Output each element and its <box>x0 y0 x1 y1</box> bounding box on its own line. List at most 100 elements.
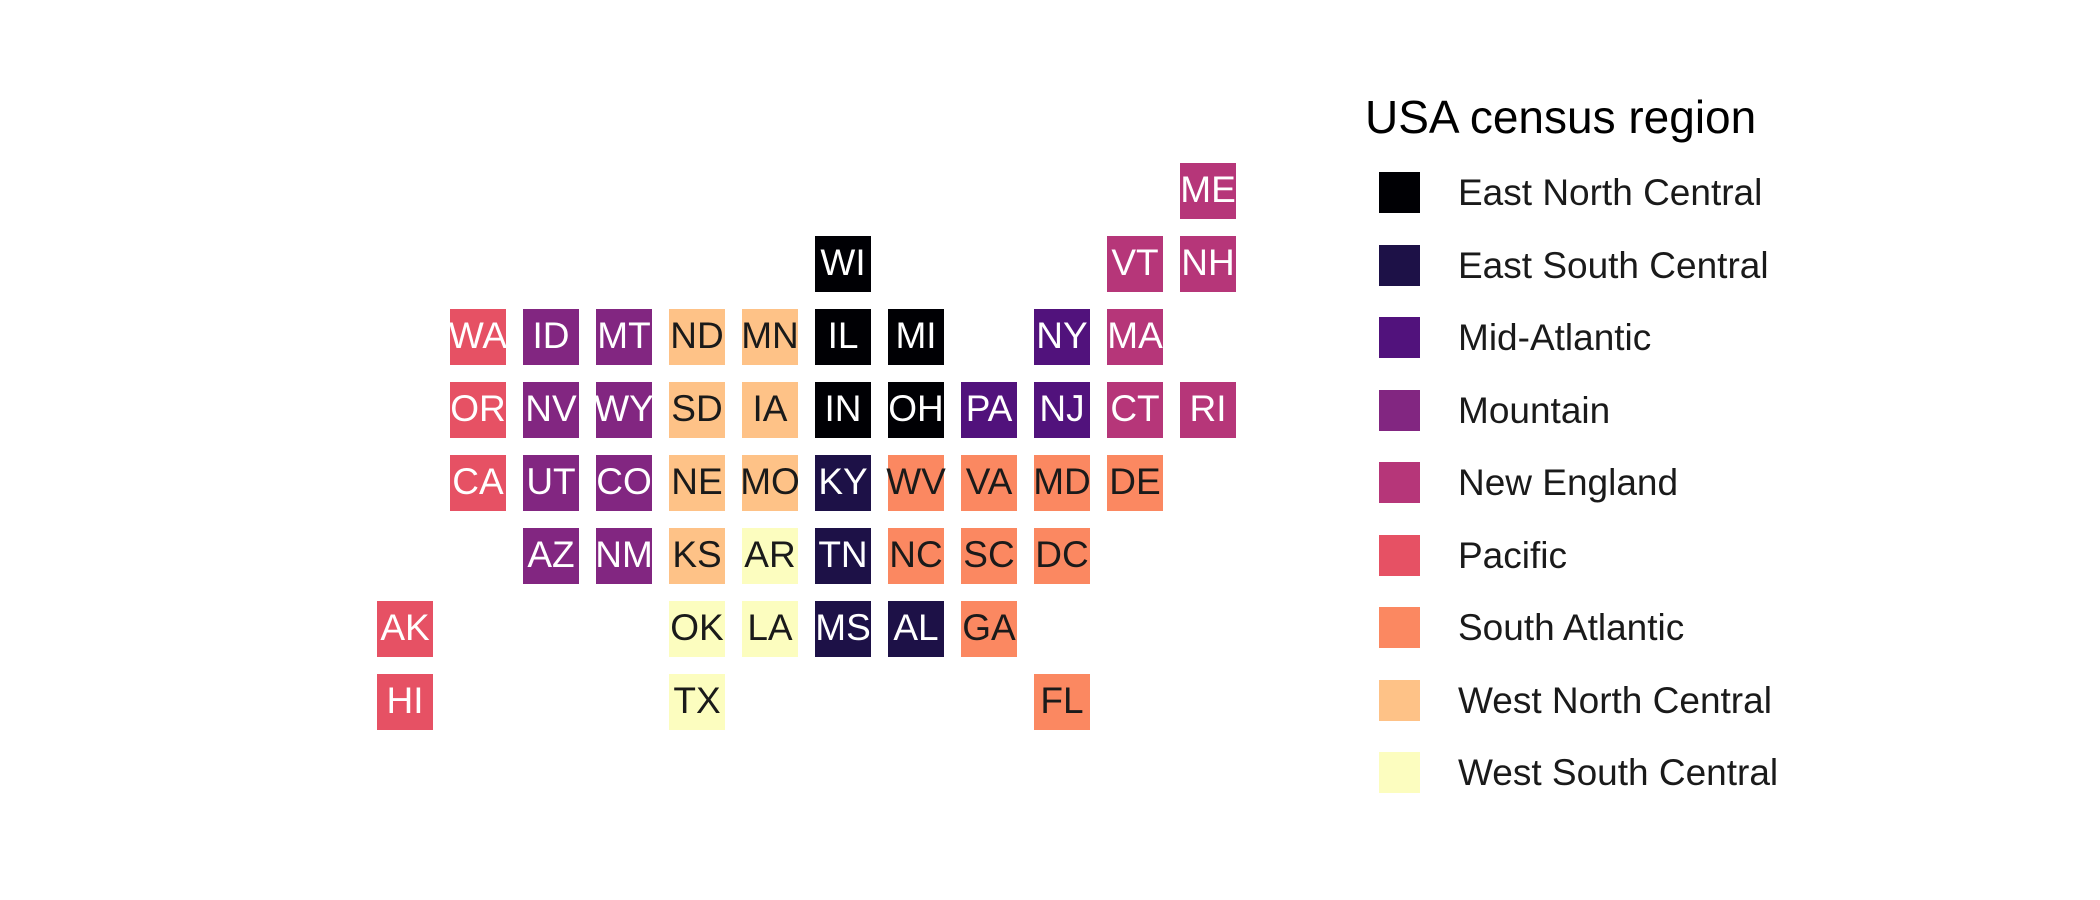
state-tile-rect <box>815 455 871 511</box>
state-label: UT <box>526 461 575 502</box>
state-label: OH <box>888 388 944 429</box>
state-label: NE <box>671 461 722 502</box>
state-tile-oh: OH <box>888 382 944 438</box>
state-tile-nh: NH <box>1180 236 1236 292</box>
state-label: CO <box>596 461 652 502</box>
state-tile-rect <box>961 455 1017 511</box>
state-tile-nd: ND <box>669 309 725 365</box>
legend-label: Mid-Atlantic <box>1458 317 1652 358</box>
state-tile-rect <box>377 601 433 657</box>
state-label: ID <box>533 315 570 356</box>
state-tile-rect <box>888 601 944 657</box>
legend-item: Pacific <box>1365 524 2085 597</box>
state-tile-al: AL <box>888 601 944 657</box>
state-label: OK <box>670 607 724 648</box>
legend-label: New England <box>1458 462 1679 503</box>
state-tile-rect <box>742 309 798 365</box>
state-tile-rect <box>815 382 871 438</box>
state-tile-ne: NE <box>669 455 725 511</box>
legend-item: West South Central <box>1365 741 2085 814</box>
state-label: GA <box>962 607 1016 648</box>
state-label: MI <box>895 315 936 356</box>
state-tile-rect <box>1107 455 1163 511</box>
legend-color-key <box>1379 317 1420 358</box>
state-tile-rect <box>669 674 725 730</box>
state-tile-rect <box>742 601 798 657</box>
state-tile-hi: HI <box>377 674 433 730</box>
state-label: SC <box>963 534 1014 575</box>
legend-color-key <box>1379 172 1420 213</box>
state-tile-dc: DC <box>1034 528 1090 584</box>
state-label: IN <box>825 388 862 429</box>
state-tile-rect <box>669 382 725 438</box>
state-tile-rect <box>596 382 652 438</box>
state-tile-tx: TX <box>669 674 725 730</box>
legend-color-key <box>1379 462 1420 503</box>
state-tile-sc: SC <box>961 528 1017 584</box>
state-tile-rect <box>961 382 1017 438</box>
state-tile-ri: RI <box>1180 382 1236 438</box>
state-tile-rect <box>523 382 579 438</box>
state-tile-ia: IA <box>742 382 798 438</box>
state-tile-rect <box>1034 309 1090 365</box>
state-label: DC <box>1035 534 1088 575</box>
state-tile-vt: VT <box>1107 236 1163 292</box>
state-tile-nv: NV <box>523 382 579 438</box>
state-tile-rect <box>669 601 725 657</box>
state-tile-ma: MA <box>1107 309 1163 365</box>
state-tile-rect <box>450 382 506 438</box>
state-label: IL <box>828 315 859 356</box>
legend-item: South Atlantic <box>1365 596 2085 669</box>
state-label: RI <box>1190 388 1227 429</box>
state-tile-tn: TN <box>815 528 871 584</box>
state-tile-rect <box>669 455 725 511</box>
state-tile-rect <box>961 601 1017 657</box>
state-tile-nm: NM <box>595 528 653 584</box>
state-tile-rect <box>1180 163 1236 219</box>
state-label: WY <box>594 388 654 429</box>
state-tile-in: IN <box>815 382 871 438</box>
state-tile-rect <box>1034 674 1090 730</box>
legend-color-key <box>1379 607 1420 648</box>
state-tile-wv: WV <box>886 455 946 511</box>
state-tile-rect <box>523 455 579 511</box>
state-tile-rect <box>888 382 944 438</box>
state-tile-mi: MI <box>888 309 944 365</box>
legend-items: East North Central East South Central Mid-… <box>1365 161 2085 814</box>
state-label: WV <box>886 461 946 502</box>
state-tile-rect <box>596 309 652 365</box>
state-tile-ca: CA <box>450 455 506 511</box>
legend-label: South Atlantic <box>1458 607 1685 648</box>
state-tile-wi: WI <box>815 236 871 292</box>
legend-color-key <box>1379 752 1420 793</box>
state-tile-de: DE <box>1107 455 1163 511</box>
legend-label: East North Central <box>1458 172 1763 213</box>
state-label: NJ <box>1039 388 1084 429</box>
state-tile-rect <box>596 455 652 511</box>
state-tile-az: AZ <box>523 528 579 584</box>
state-label: CT <box>1110 388 1159 429</box>
state-label: FL <box>1040 680 1083 721</box>
state-tile-ks: KS <box>669 528 725 584</box>
state-tile-wy: WY <box>594 382 654 438</box>
state-tile-rect <box>1107 309 1163 365</box>
legend: USA census region East North Central East… <box>1365 80 2085 814</box>
state-label: KS <box>672 534 721 575</box>
state-tile-rect <box>815 309 871 365</box>
state-tile-sd: SD <box>669 382 725 438</box>
state-label: LA <box>747 607 793 648</box>
legend-item: Mountain <box>1365 379 2085 452</box>
state-label: NH <box>1181 242 1234 283</box>
legend-color-key <box>1379 534 1420 576</box>
legend-item: Mid-Atlantic <box>1365 306 2085 379</box>
state-label: MO <box>740 461 800 502</box>
state-label: NV <box>525 388 577 429</box>
state-tile-rect <box>1180 236 1236 292</box>
state-label: ME <box>1180 169 1236 210</box>
state-tile-ok: OK <box>669 601 725 657</box>
state-tile-me: ME <box>1180 163 1236 219</box>
legend-title: USA census region <box>1365 91 1757 143</box>
state-label: IA <box>753 388 788 429</box>
state-tile-ga: GA <box>961 601 1017 657</box>
state-tile-va: VA <box>961 455 1017 511</box>
